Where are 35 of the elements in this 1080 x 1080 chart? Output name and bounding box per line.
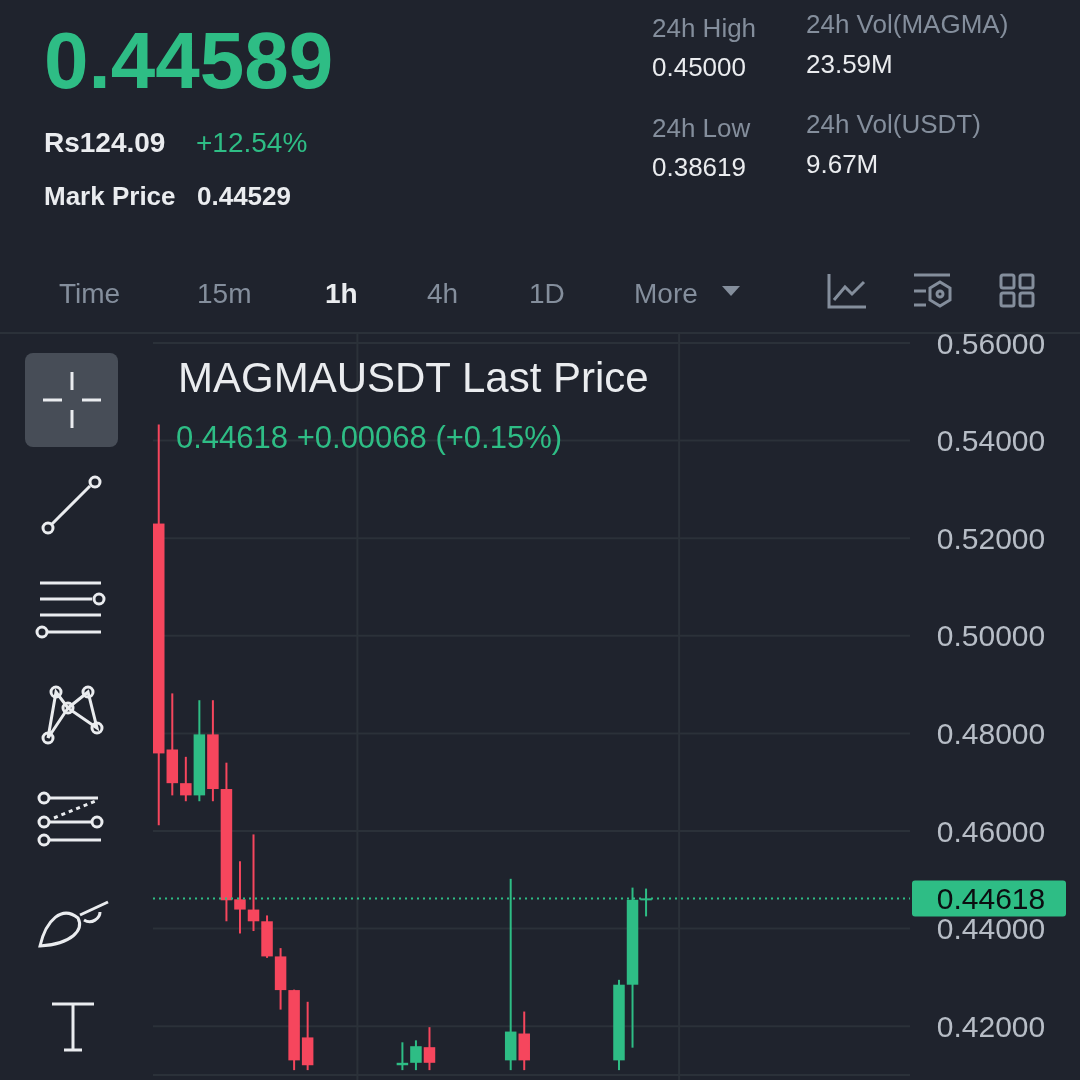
candlestick: [180, 755, 192, 803]
candlestick: [423, 1026, 436, 1072]
text: More: [634, 278, 698, 309]
ref-line-label: 0.44618: [936, 881, 1046, 915]
text: Time: [59, 278, 121, 309]
candlestick: [410, 1039, 422, 1072]
text: 0.38619: [652, 152, 746, 182]
chart-title: MAGMAUSDT Last Price: [178, 354, 649, 401]
text: 0.44529: [197, 181, 291, 211]
text: Mark Price: [44, 181, 176, 211]
text: 1h: [325, 278, 358, 309]
y-tick-label: 0.54000: [936, 424, 1046, 458]
text: 0.44618 +0.00068 (+0.15%): [176, 420, 563, 455]
candlestick: [247, 833, 260, 933]
y-tick-label: 0.46000: [936, 814, 1046, 848]
text: 0.44589: [44, 16, 334, 105]
text: Rs124.09: [44, 127, 166, 158]
text: 24h Low: [652, 113, 751, 143]
y-tick-label: 0.56000: [936, 326, 1046, 360]
text: +12.54%: [196, 127, 308, 158]
text: 0.45000: [652, 52, 746, 82]
candlestick: [234, 860, 246, 935]
text: 1D: [529, 278, 565, 309]
y-tick-label: 0.44000: [936, 912, 1046, 946]
text: 4h: [427, 278, 459, 309]
y-tick-label: 0.52000: [936, 521, 1046, 555]
text: 9.67M: [806, 149, 879, 179]
y-tick-label: 0.42000: [936, 1009, 1046, 1043]
y-tick-label: 0.48000: [936, 716, 1046, 750]
y-tick-label: 0.50000: [936, 619, 1046, 653]
text: 24h Vol(USDT): [806, 109, 981, 139]
text: 24h High: [652, 13, 757, 43]
text: 24h Vol(MAGMA): [806, 9, 1009, 39]
text: 15m: [197, 278, 252, 309]
text: 23.59M: [806, 49, 893, 79]
